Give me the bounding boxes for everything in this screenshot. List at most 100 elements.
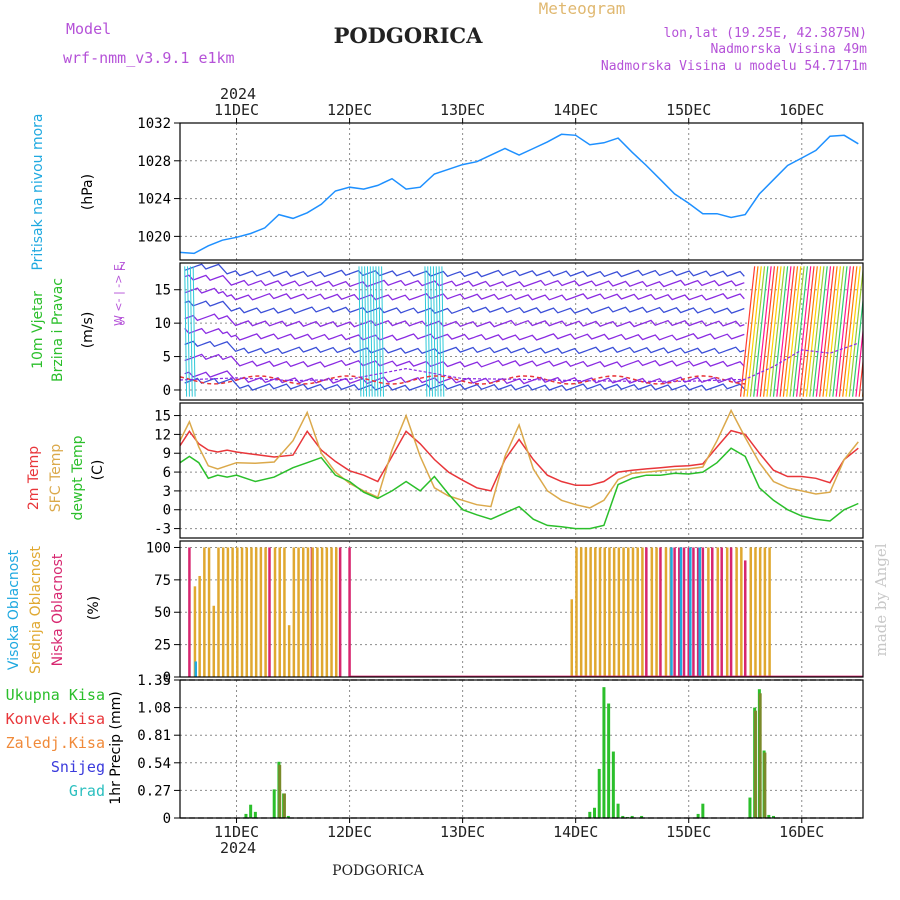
cloud-bar xyxy=(236,547,239,677)
cloud-bar xyxy=(198,575,201,677)
wind-strong-barb xyxy=(779,266,795,397)
pressure-series-line xyxy=(180,133,859,255)
pressure-panel: 1020 1024 1028 1032 xyxy=(137,116,864,261)
year-label-top: 2024 xyxy=(220,85,256,103)
wind-strong-barb xyxy=(825,266,841,397)
wind-gust-column xyxy=(427,266,431,397)
cloud-mid-label: Srednja Oblacnost xyxy=(28,546,44,674)
precip-bar xyxy=(244,813,248,818)
precip-bar xyxy=(640,815,644,818)
cloud-bar xyxy=(617,547,621,677)
cloud-series-group xyxy=(188,547,863,677)
cloud-bar xyxy=(711,547,714,677)
day-label-top: 15DEC xyxy=(666,101,711,119)
wind-barb-row xyxy=(184,340,745,355)
wind-speed-line xyxy=(180,375,746,385)
wind-ytick-label: 15 xyxy=(154,283,171,299)
precip-bar xyxy=(772,815,776,818)
day-label-bottom: 14DEC xyxy=(553,823,598,841)
cloud-bar xyxy=(696,547,700,677)
precip-bar xyxy=(282,793,286,818)
wind-strong-barb xyxy=(776,266,792,397)
cloud-bar xyxy=(297,547,300,677)
wind-strong-barb xyxy=(772,266,789,397)
temp-sfc-label: SFC Temp xyxy=(48,444,64,513)
precip-frame xyxy=(179,679,864,819)
precip-bar xyxy=(767,814,771,818)
cloud-bar xyxy=(598,547,602,677)
cloud-bar xyxy=(729,547,733,677)
wind-barb-row xyxy=(184,353,745,368)
cloud-bar xyxy=(264,547,267,677)
temperature-ytick-label: 6 xyxy=(163,465,171,481)
cloud-bar xyxy=(348,547,351,677)
precip-bar xyxy=(278,764,282,818)
temperature-series-group xyxy=(180,408,859,530)
cloud-bar xyxy=(579,547,583,677)
cloud-low-label: Niska Oblacnost xyxy=(50,553,66,666)
wind-strong-barb xyxy=(743,266,759,397)
cloud-bar xyxy=(330,547,333,677)
cloud-bar xyxy=(221,547,225,677)
precip-legend-item: Ukupna Kisa xyxy=(6,686,105,704)
wind-gust-column xyxy=(364,266,368,397)
wind-gust-column xyxy=(375,266,379,397)
wind-barb-row xyxy=(184,377,745,391)
temp-unit: (C) xyxy=(90,460,106,481)
wind-strong-barb xyxy=(792,266,809,397)
footer-station: PODGORICA xyxy=(332,863,425,879)
precip-bar xyxy=(593,807,597,818)
cloud-bar xyxy=(720,547,723,677)
precip-bar xyxy=(616,803,620,818)
wind-strong-barb xyxy=(835,266,851,397)
wind-strong-barb xyxy=(753,266,769,397)
precip-bar xyxy=(602,687,606,818)
precip-ytick-label: 0 xyxy=(163,811,171,827)
lonlat-label: lon,lat (19.25E, 42.3875N) xyxy=(664,26,868,41)
wind-strong-barb xyxy=(769,266,785,397)
cloud-bar xyxy=(743,560,747,677)
cloud-bar xyxy=(631,547,635,677)
model-elevation-label: Nadmorska Visina u modelu 54.7171m xyxy=(601,59,867,74)
precip-panel: 0 0.27 0.54 0.81 1.08 1.35 xyxy=(137,673,864,827)
cloud-bar xyxy=(188,547,191,677)
wind-gust-column xyxy=(361,266,365,397)
wind-strong-barb xyxy=(805,266,822,397)
wind-strong-barb xyxy=(812,266,828,397)
day-label-bottom: 12DEC xyxy=(327,823,372,841)
wind-strong-barb xyxy=(838,266,855,397)
wind-strong-barb xyxy=(819,266,835,397)
wind-ytick-label: 0 xyxy=(163,383,171,399)
meteogram-title: Meteogram xyxy=(539,0,626,18)
wind-ytick-label: 5 xyxy=(163,350,171,366)
temperature-ytick-label: 0 xyxy=(163,503,171,519)
wind-direction-key: W <- | -> E xyxy=(112,264,125,326)
precip-bar xyxy=(286,815,290,818)
wind-gust-column xyxy=(372,266,376,397)
model-name: wrf-nmm_v3.9.1 e1km xyxy=(63,49,235,67)
wind-strong-barb xyxy=(759,266,776,397)
day-label-top: 16DEC xyxy=(779,101,824,119)
wind-strong-barb xyxy=(786,266,802,397)
cloud-bar xyxy=(217,547,220,677)
wind-gust-column xyxy=(430,266,433,397)
cloud-bar xyxy=(273,547,277,677)
elevation-label: Nadmorska Visina 49m xyxy=(710,42,867,57)
cloud-bar xyxy=(622,547,625,677)
cloud-bar xyxy=(740,547,743,677)
temperature-panel: -3 0 3 6 9 12 15 xyxy=(154,402,864,539)
wind-series-group xyxy=(180,263,863,397)
cloud-bar xyxy=(226,547,230,677)
precip-series-group xyxy=(244,687,776,818)
wind-strong-barb xyxy=(855,325,863,397)
cloud-panel: 0 25 50 75 100 xyxy=(146,540,864,686)
wind-gust-column xyxy=(189,266,193,397)
wind-gust-column xyxy=(358,266,362,397)
day-label-bottom: 16DEC xyxy=(779,823,824,841)
cloud-bar xyxy=(689,547,692,677)
cloud-bar xyxy=(589,547,592,677)
cloud-ytick-label: 75 xyxy=(154,573,171,589)
wind-barb-row xyxy=(184,327,745,341)
wind-barb-row xyxy=(184,300,745,315)
wind-strong-barb xyxy=(799,266,815,397)
